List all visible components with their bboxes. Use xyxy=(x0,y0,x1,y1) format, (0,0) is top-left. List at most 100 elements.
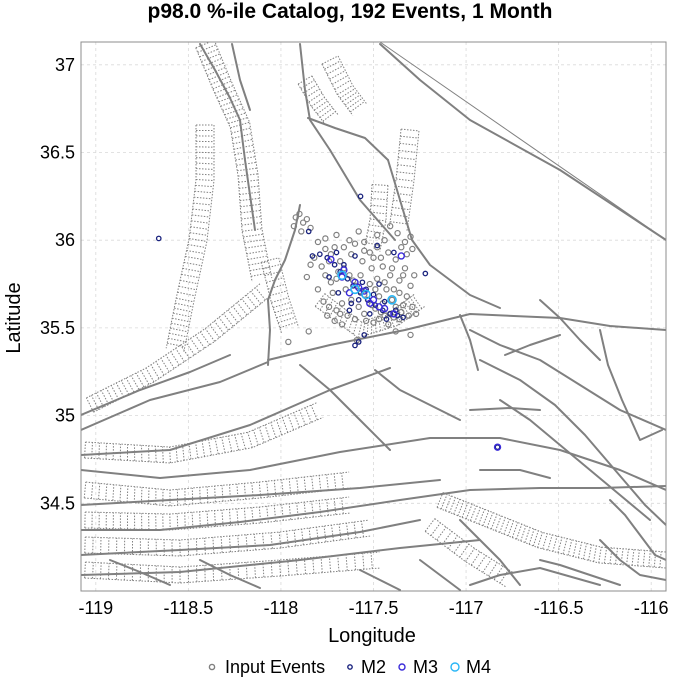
event-marker xyxy=(285,338,292,346)
x-tick-label: -119 xyxy=(78,598,113,618)
y-tick-label: 36 xyxy=(55,230,75,250)
fault-zone-band xyxy=(84,551,381,584)
event-marker xyxy=(362,317,370,325)
chart-title: p98.0 %-ile Catalog, 192 Events, 1 Month xyxy=(148,0,553,23)
event-marker xyxy=(372,305,379,312)
x-tick-label: -117.5 xyxy=(349,598,399,618)
event-marker xyxy=(359,258,366,265)
fault-trace xyxy=(469,329,666,431)
event-marker xyxy=(376,281,382,287)
event-marker xyxy=(407,282,414,290)
y-tick-label: 35.5 xyxy=(40,318,75,338)
fault-zone-band xyxy=(85,283,271,413)
event-marker xyxy=(355,228,362,235)
event-marker xyxy=(296,210,303,218)
fault-zone-band xyxy=(84,519,372,557)
event-marker xyxy=(309,253,316,259)
event-marker xyxy=(322,245,329,253)
event-marker xyxy=(375,293,383,300)
fault-trace xyxy=(499,399,651,521)
event-marker xyxy=(372,286,379,293)
event-marker xyxy=(379,307,386,314)
event-marker xyxy=(337,270,347,281)
legend: Input Events M2 M3 M4 xyxy=(208,657,491,677)
y-tick-label: 37 xyxy=(55,55,75,75)
event-marker xyxy=(403,293,411,300)
event-marker xyxy=(399,301,407,309)
event-marker xyxy=(327,255,335,264)
fault-trace xyxy=(539,299,601,361)
fault-trace xyxy=(239,119,256,231)
event-marker xyxy=(340,244,348,251)
fault-trace xyxy=(267,313,666,361)
fault-zone-band xyxy=(297,75,339,126)
event-marker xyxy=(305,328,312,335)
event-marker xyxy=(155,235,162,242)
x-axis-ticks: -119 -118.5 -118 -117.5 -117 -116.5 -116 xyxy=(78,598,668,618)
event-marker xyxy=(374,242,381,249)
fault-trace xyxy=(81,485,666,531)
grid-lines xyxy=(81,42,666,591)
event-marker xyxy=(322,235,329,242)
event-marker xyxy=(383,316,390,322)
event-marker xyxy=(336,258,344,265)
event-marker xyxy=(363,286,369,293)
event-marker xyxy=(387,295,397,305)
event-marker xyxy=(351,315,359,323)
fault-trace xyxy=(374,369,461,421)
legend-marker xyxy=(208,663,216,671)
event-marker xyxy=(388,296,396,304)
fault-trace xyxy=(81,437,666,491)
event-marker xyxy=(324,312,331,319)
fault-trace xyxy=(329,149,396,241)
legend-label: Input Events xyxy=(225,657,325,677)
fault-trace xyxy=(81,367,391,456)
event-marker xyxy=(336,310,344,318)
event-marker xyxy=(344,312,351,319)
event-marker xyxy=(325,303,333,311)
fault-trace xyxy=(419,559,461,591)
event-marker xyxy=(368,265,375,272)
event-marker xyxy=(422,270,429,277)
event-marker xyxy=(407,233,414,240)
fault-trace xyxy=(459,314,479,371)
event-marker xyxy=(346,237,353,244)
event-marker xyxy=(361,310,368,318)
fault-trace xyxy=(459,519,521,586)
event-marker xyxy=(326,274,332,280)
event-marker xyxy=(314,238,322,246)
fault-zone-band xyxy=(388,128,420,232)
event-marker xyxy=(381,298,388,305)
event-marker xyxy=(351,240,359,247)
event-marker xyxy=(348,296,355,304)
event-marker xyxy=(374,231,381,239)
event-marker xyxy=(348,300,355,307)
event-marker xyxy=(401,265,409,272)
event-marker xyxy=(383,286,390,293)
event-marker xyxy=(409,245,416,253)
event-marker xyxy=(305,228,312,235)
event-marker xyxy=(357,272,364,279)
event-marker xyxy=(411,272,418,279)
fault-trace xyxy=(267,299,271,366)
fault-zone-band xyxy=(260,257,300,334)
fault-trace xyxy=(267,204,301,301)
fault-trace xyxy=(81,519,421,556)
event-marker xyxy=(333,231,340,239)
fault-map xyxy=(81,42,666,591)
fault-zone-band xyxy=(84,496,351,531)
event-marker xyxy=(494,444,501,451)
event-marker xyxy=(303,215,311,223)
event-marker xyxy=(355,303,362,311)
fault-trace xyxy=(81,354,231,416)
fault-zone-band xyxy=(165,124,215,352)
fault-trace-thin xyxy=(379,42,666,241)
event-marker xyxy=(392,328,399,335)
event-marker xyxy=(324,254,331,261)
x-tick-label: -117 xyxy=(449,598,484,618)
event-marker xyxy=(366,280,373,288)
legend-label: M2 xyxy=(361,657,386,677)
event-marker xyxy=(352,253,358,259)
event-marker xyxy=(314,286,322,293)
event-marker xyxy=(320,298,327,305)
